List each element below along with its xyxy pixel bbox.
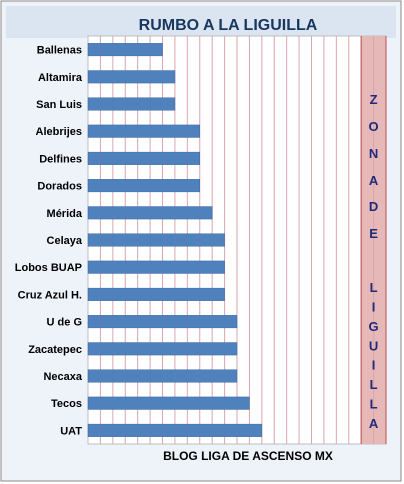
bar-necaxa xyxy=(87,369,238,383)
bar-tecos xyxy=(87,396,250,410)
category-labels: Ballenas Altamira San Luis Alebrijes Delfine… xyxy=(15,45,83,438)
footer-caption: BLOG LIGA DE ASCENSO MX xyxy=(163,449,333,463)
zone-letter: L xyxy=(370,377,378,392)
category-label: Delfines xyxy=(39,153,82,165)
chart-title: RUMBO A LA LIGUILLA xyxy=(139,17,318,34)
category-label: Necaxa xyxy=(43,371,82,383)
bar-zacatepec xyxy=(87,342,238,356)
zone-letter: Z xyxy=(370,92,378,107)
category-label: Lobos BUAP xyxy=(15,262,82,274)
category-label: Altamira xyxy=(38,72,83,84)
zone-letter: A xyxy=(369,173,379,188)
category-label: Mérida xyxy=(47,208,83,220)
bar-san-luis xyxy=(87,97,176,111)
zone-letter: I xyxy=(372,358,376,373)
category-label: Celaya xyxy=(47,235,83,247)
bar-u-de-g xyxy=(87,315,238,329)
category-label: Cruz Azul H. xyxy=(18,289,82,301)
zone-letter: N xyxy=(369,146,378,161)
category-label: San Luis xyxy=(36,99,82,111)
zone-letter: U xyxy=(369,338,378,353)
zone-letter: A xyxy=(369,416,379,431)
bar-uat xyxy=(87,423,263,437)
category-label: UAT xyxy=(60,425,82,437)
zone-letter: O xyxy=(369,119,379,134)
bar-cruz-azul-h- xyxy=(87,287,225,301)
bars xyxy=(87,43,263,437)
zone-letter: G xyxy=(369,319,379,334)
category-label: Zacatepec xyxy=(28,344,82,356)
zone-letter: E xyxy=(369,226,378,241)
category-label: Tecos xyxy=(51,398,82,410)
category-label: U de G xyxy=(47,317,82,329)
zone-letter: D xyxy=(369,199,378,214)
bar-celaya xyxy=(87,233,225,247)
bar-lobos-buap xyxy=(87,260,225,274)
title-banner xyxy=(6,6,396,38)
bar-ballenas xyxy=(87,43,163,57)
category-label: Alebrijes xyxy=(36,126,82,138)
bar-dorados xyxy=(87,179,200,193)
zone-letter: I xyxy=(372,299,376,314)
bar-delfines xyxy=(87,151,200,165)
zone-letter: L xyxy=(370,397,378,412)
bar-altamira xyxy=(87,70,176,84)
bar-m-rida xyxy=(87,206,213,220)
bar-alebrijes xyxy=(87,124,200,138)
zone-letter: L xyxy=(370,280,378,295)
category-label: Ballenas xyxy=(37,45,82,57)
category-label: Dorados xyxy=(37,181,82,193)
